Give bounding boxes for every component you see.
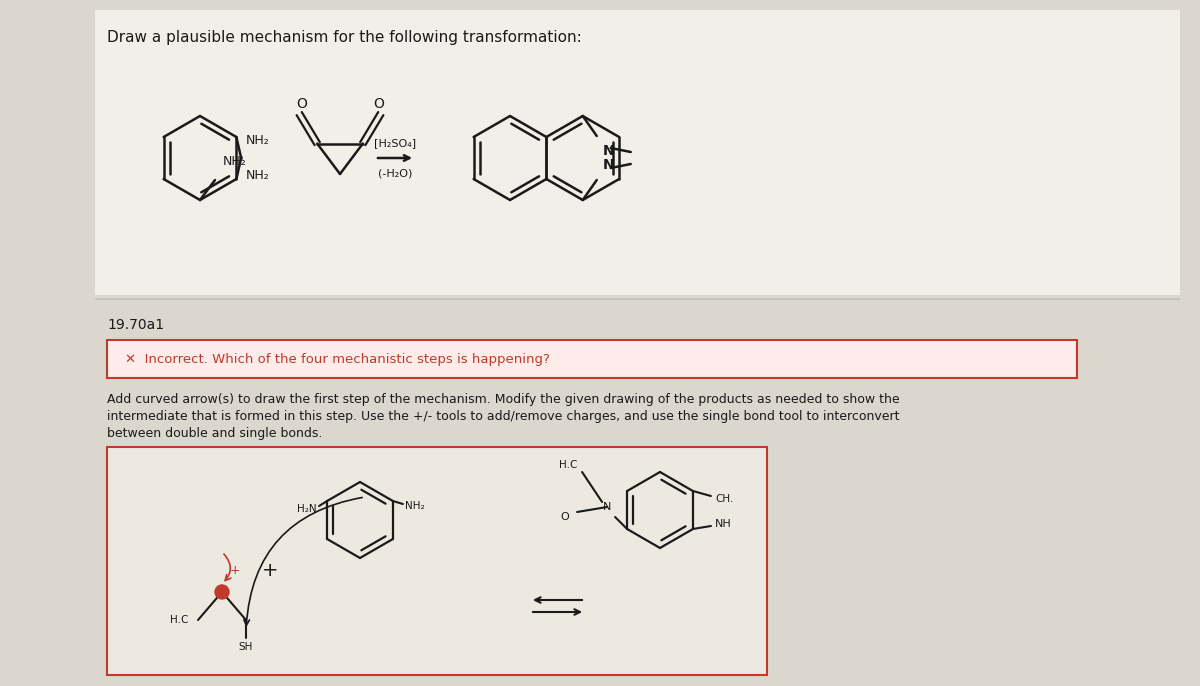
Text: SH: SH <box>239 642 253 652</box>
Text: N: N <box>602 158 614 172</box>
Text: +: + <box>229 563 240 576</box>
Circle shape <box>215 585 229 599</box>
Text: H.C: H.C <box>559 460 577 470</box>
Text: H.C: H.C <box>170 615 188 625</box>
Text: NH₂: NH₂ <box>404 501 425 511</box>
Text: (-H₂O): (-H₂O) <box>378 168 412 178</box>
Text: N: N <box>602 502 611 512</box>
Text: Draw a plausible mechanism for the following transformation:: Draw a plausible mechanism for the follo… <box>107 30 582 45</box>
Bar <box>107 340 1078 378</box>
Text: NH₂: NH₂ <box>223 155 247 168</box>
Text: Add curved arrow(s) to draw the first step of the mechanism. Modify the given dr: Add curved arrow(s) to draw the first st… <box>107 393 900 406</box>
FancyArrowPatch shape <box>224 554 230 580</box>
Text: [H₂SO₄]: [H₂SO₄] <box>374 138 416 148</box>
Text: between double and single bonds.: between double and single bonds. <box>107 427 323 440</box>
Text: CH.: CH. <box>715 494 733 504</box>
Text: ✕  Incorrect. Which of the four mechanistic steps is happening?: ✕ Incorrect. Which of the four mechanist… <box>125 353 550 366</box>
Text: H₂N: H₂N <box>298 504 317 514</box>
Text: NH₂: NH₂ <box>245 169 269 182</box>
Text: O: O <box>373 97 384 110</box>
Bar <box>95 298 1180 300</box>
Text: O: O <box>295 97 307 110</box>
Bar <box>107 447 767 675</box>
FancyArrowPatch shape <box>244 497 362 626</box>
Text: +: + <box>262 560 278 580</box>
Text: 19.70a1: 19.70a1 <box>107 318 164 332</box>
Text: NH: NH <box>715 519 732 529</box>
Text: N: N <box>602 144 614 158</box>
Text: intermediate that is formed in this step. Use the +/- tools to add/remove charge: intermediate that is formed in this step… <box>107 410 900 423</box>
Text: O: O <box>560 512 569 522</box>
Bar <box>95 10 1180 295</box>
Text: NH₂: NH₂ <box>245 134 269 147</box>
